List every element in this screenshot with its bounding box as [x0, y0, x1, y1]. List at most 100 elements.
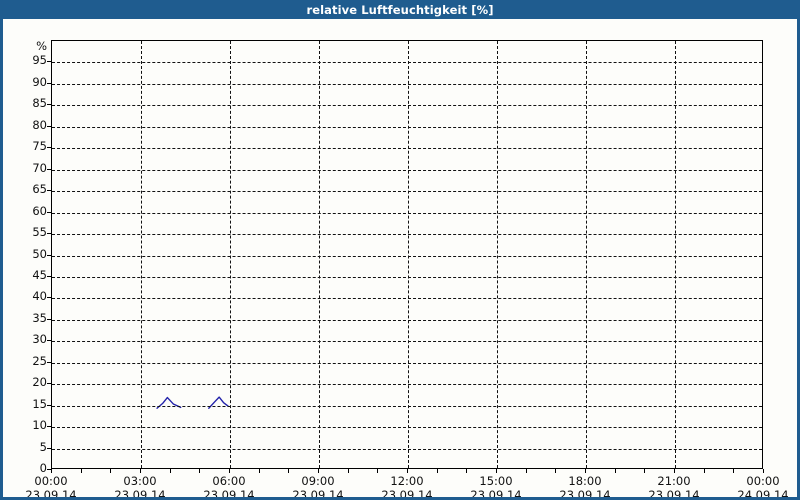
- horizontal-gridline: [52, 405, 762, 407]
- y-axis-tick-label: 30: [32, 332, 47, 347]
- x-axis-tick: [229, 469, 230, 473]
- y-axis-tick: [47, 447, 51, 449]
- x-axis-minor-tick: [466, 469, 468, 473]
- horizontal-gridline: [52, 212, 762, 214]
- y-axis-tick: [47, 82, 51, 84]
- y-axis-tick: [47, 426, 51, 428]
- x-axis-minor-tick: [377, 469, 379, 473]
- y-axis-tick: [47, 469, 51, 470]
- x-axis-label-time: 03:00: [123, 474, 157, 488]
- horizontal-gridline: [52, 62, 762, 64]
- x-axis-minor-tick: [436, 469, 438, 473]
- y-axis-tick-label: 25: [32, 353, 47, 368]
- x-axis-minor-tick: [555, 469, 557, 473]
- horizontal-gridline: [52, 362, 762, 364]
- x-axis-minor-tick: [347, 469, 349, 473]
- x-axis-label-date: 23.09.14: [203, 488, 255, 500]
- y-axis-tick: [47, 318, 51, 320]
- y-axis-tick: [47, 147, 51, 149]
- horizontal-gridline: [52, 255, 762, 257]
- y-axis-tick-labels: 0 5 10 15 20 25 30 35 40 45 50 55 60 65 70 75 80 85 90 95: [3, 40, 47, 474]
- x-axis-minor-tick: [288, 469, 290, 473]
- y-axis-tick: [47, 383, 51, 385]
- page-title: relative Luftfeuchtigkeit [%]: [306, 2, 494, 17]
- x-axis-tick: [674, 469, 675, 473]
- y-axis-tick-label: 10: [32, 418, 47, 433]
- x-axis-tick-label: 06:00 23.09.14: [184, 474, 274, 500]
- x-axis-label-date: 23.09.14: [559, 488, 611, 500]
- x-axis-tick-label: 18:00 23.09.14: [540, 474, 630, 500]
- y-axis-tick: [47, 254, 51, 256]
- y-axis-tick-label: 85: [32, 96, 47, 111]
- x-axis-label-time: 06:00: [212, 474, 246, 488]
- y-axis-tick: [47, 190, 51, 192]
- x-axis-label-time: 00:00: [746, 474, 780, 488]
- y-axis-tick-label: 45: [32, 267, 47, 282]
- x-axis-tick: [496, 469, 497, 473]
- x-axis-label-time: 00:00: [34, 474, 68, 488]
- x-axis-tick-label: 09:00 23.09.14: [273, 474, 363, 500]
- x-axis-tick: [407, 469, 408, 473]
- horizontal-gridline: [52, 276, 762, 278]
- x-axis-tick-marks: [51, 469, 764, 474]
- horizontal-gridline: [52, 191, 762, 193]
- x-axis-label-date: 23.09.14: [114, 488, 166, 500]
- x-axis-label-date: 23.09.14: [292, 488, 344, 500]
- horizontal-gridline: [52, 83, 762, 85]
- horizontal-gridline: [52, 148, 762, 150]
- x-axis-minor-tick: [169, 469, 171, 473]
- y-axis-tick: [47, 275, 51, 277]
- x-axis-minor-tick: [525, 469, 527, 473]
- horizontal-gridline: [52, 126, 762, 128]
- x-axis-tick: [140, 469, 141, 473]
- x-axis-minor-tick: [733, 469, 735, 473]
- x-axis-tick-labels: 00:00 23.09.14 03:00 23.09.14 06:00 23.09.14 0…: [3, 474, 797, 500]
- x-axis-tick: [585, 469, 586, 473]
- y-axis-tick: [47, 61, 51, 63]
- horizontal-gridline: [52, 234, 762, 236]
- x-axis-tick-label: 00:00 24.09.14: [718, 474, 797, 500]
- y-axis-tick: [47, 233, 51, 235]
- y-axis-tick: [47, 168, 51, 170]
- y-axis-tick-label: 80: [32, 117, 47, 132]
- vertical-gridline: [141, 41, 142, 468]
- x-axis-label-date: 23.09.14: [470, 488, 522, 500]
- y-axis-tick: [47, 361, 51, 363]
- y-axis-tick-label: 95: [32, 53, 47, 68]
- x-axis-tick-label: 21:00 23.09.14: [629, 474, 719, 497]
- x-axis-label-time: 12:00: [390, 474, 424, 488]
- horizontal-gridline: [52, 427, 762, 429]
- y-axis-tick: [47, 404, 51, 406]
- x-axis-label-time: 15:00: [479, 474, 513, 488]
- y-axis-tick-label: 50: [32, 246, 47, 261]
- x-axis-label-time: 21:00: [657, 474, 691, 488]
- vertical-gridline: [408, 41, 409, 468]
- y-axis-tick-label: 15: [32, 396, 47, 411]
- x-axis-tick: [51, 469, 52, 473]
- x-axis-minor-tick: [258, 469, 260, 473]
- y-axis-tick-marks: [47, 40, 52, 470]
- x-axis-minor-tick: [80, 469, 82, 473]
- x-axis-tick-label: 15:00 23.09.14: [451, 474, 541, 500]
- y-axis-tick: [47, 297, 51, 299]
- x-axis-tick: [763, 469, 764, 473]
- y-axis-tick-label: 65: [32, 182, 47, 197]
- y-axis-tick: [47, 104, 51, 106]
- x-axis-minor-tick: [703, 469, 705, 473]
- x-axis-label-date: 24.09.14: [737, 488, 789, 500]
- x-axis-tick-label: 12:00 23.09.14: [362, 474, 452, 500]
- x-axis-tick-label: 00:00 23.09.14: [6, 474, 96, 497]
- horizontal-gridline: [52, 341, 762, 343]
- vertical-gridline: [230, 41, 231, 468]
- vertical-gridline: [497, 41, 498, 468]
- y-axis-tick: [47, 340, 51, 342]
- y-axis-tick-label: 20: [32, 375, 47, 390]
- horizontal-gridline: [52, 105, 762, 107]
- horizontal-gridline: [52, 448, 762, 450]
- y-axis-tick-label: 70: [32, 160, 47, 175]
- vertical-gridline: [586, 41, 587, 468]
- chart-canvas: % 0 5 10 15 20 25 30 35 40 45 50 55 60 65 70 75 80 85 90 95…: [3, 19, 797, 497]
- x-axis-label-date: 23.09.14: [381, 488, 433, 500]
- y-axis-tick-label: 5: [39, 439, 47, 454]
- horizontal-gridline: [52, 384, 762, 386]
